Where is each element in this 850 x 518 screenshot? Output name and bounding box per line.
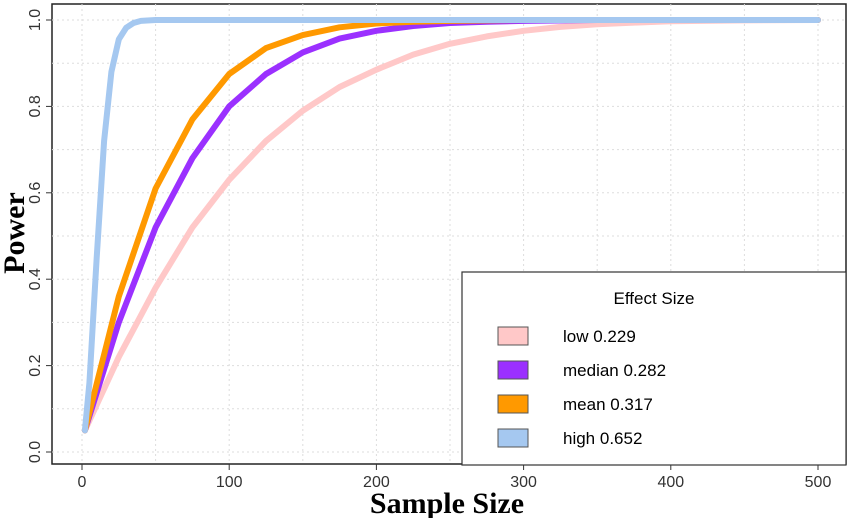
legend-swatch bbox=[497, 428, 529, 448]
y-tick-label: 0.0 bbox=[27, 441, 44, 463]
x-tick-label: 400 bbox=[657, 474, 684, 491]
legend-swatch bbox=[497, 326, 529, 346]
legend-title: Effect Size bbox=[614, 289, 695, 308]
x-axis-title: Sample Size bbox=[370, 487, 524, 518]
y-tick-label: 0.2 bbox=[27, 354, 44, 376]
y-axis-title: Power bbox=[0, 192, 31, 274]
series-lines bbox=[81, 17, 821, 434]
x-tick-label: 100 bbox=[216, 474, 243, 491]
y-axis-ticks: 0.0 0.2 0.4 0.6 0.8 1.0 bbox=[27, 9, 52, 463]
x-tick-label: 0 bbox=[78, 474, 87, 491]
legend-items: low 0.229 median 0.282 mean 0.317 high 0.65… bbox=[497, 326, 666, 448]
legend-label: high 0.652 bbox=[563, 429, 642, 448]
y-tick-label: 0.6 bbox=[27, 182, 44, 204]
legend-label: median 0.282 bbox=[563, 361, 666, 380]
y-tick-label: 0.4 bbox=[27, 268, 44, 290]
y-tick-label: 0.8 bbox=[27, 95, 44, 117]
legend-swatch bbox=[497, 394, 529, 414]
x-axis-ticks: 0 100 200 300 400 500 bbox=[78, 464, 832, 491]
x-tick-label: 200 bbox=[363, 474, 390, 491]
y-tick-label: 1.0 bbox=[27, 9, 44, 31]
legend-label: low 0.229 bbox=[563, 327, 636, 346]
x-tick-label: 500 bbox=[805, 474, 832, 491]
legend: Effect Size low 0.229 median 0.282 mean 0.… bbox=[461, 271, 847, 466]
x-tick-label: 300 bbox=[510, 474, 537, 491]
legend-label: mean 0.317 bbox=[563, 395, 653, 414]
legend-swatch bbox=[497, 360, 529, 380]
series-line-4 bbox=[81, 17, 821, 434]
